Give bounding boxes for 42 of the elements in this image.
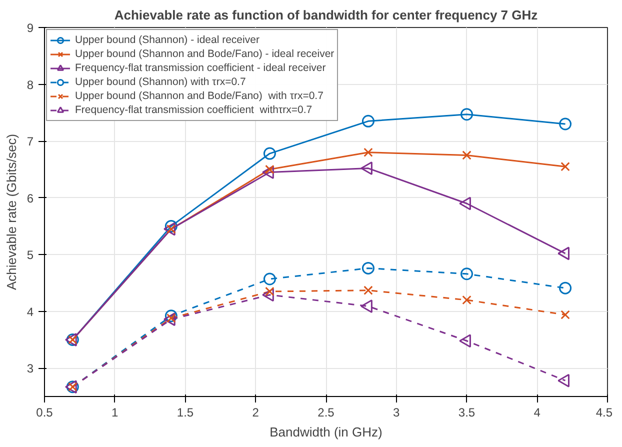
x-tick-label: 4.5 bbox=[596, 406, 613, 420]
y-tick-label: 3 bbox=[26, 362, 34, 376]
point bbox=[265, 286, 274, 296]
point bbox=[559, 282, 572, 294]
point bbox=[263, 147, 276, 160]
point bbox=[460, 268, 473, 280]
point bbox=[164, 310, 178, 322]
x-tick-label: 3.5 bbox=[458, 406, 476, 420]
point bbox=[362, 262, 374, 274]
point bbox=[462, 295, 472, 305]
x-tick-label: 4 bbox=[534, 406, 541, 420]
x-tick-label: 0.5 bbox=[36, 406, 54, 420]
point bbox=[364, 148, 373, 158]
legend-label: Upper bound (Shannon and Bode/Fano) - ideal receiver bbox=[75, 47, 334, 61]
y-tick-label: 5 bbox=[26, 248, 34, 262]
point bbox=[462, 150, 472, 160]
x-tick-label: 2.5 bbox=[318, 406, 335, 420]
legend-label: Upper bound (Shannon) with τrx=0.7 bbox=[75, 75, 246, 89]
legend-label: Frequency-flat transmission coefficient - ideal receiver bbox=[75, 61, 326, 75]
x-tick-label: 1.5 bbox=[176, 406, 194, 420]
point bbox=[263, 272, 276, 286]
y-axis-title: Achievable rate (Gbits/sec) bbox=[4, 134, 19, 290]
point bbox=[560, 162, 570, 172]
y-tick-label: 6 bbox=[26, 191, 34, 206]
point bbox=[560, 310, 570, 320]
chart-title: Achievable rate as function of bandwidth for center frequency 7 GHz bbox=[114, 8, 538, 22]
y-tick-label: 7 bbox=[26, 134, 34, 149]
legend-label: Frequency-flat transmission coefficient withτrx=0.7 bbox=[75, 103, 312, 117]
y-tick-label: 9 bbox=[26, 21, 34, 35]
point bbox=[460, 108, 473, 121]
point bbox=[559, 118, 572, 130]
y-tick-label: 8 bbox=[26, 78, 34, 92]
x-tick-label: 1 bbox=[112, 406, 119, 420]
y-tick-label: 4 bbox=[26, 304, 34, 319]
legend-label: Upper bound (Shannon and Bode/Fano) with τrx=0.7 bbox=[75, 89, 324, 103]
point bbox=[364, 286, 373, 295]
point bbox=[164, 220, 178, 232]
x-tick-label: 3 bbox=[393, 406, 400, 420]
point bbox=[362, 114, 374, 128]
legend-label: Upper bound (Shannon) - ideal receiver bbox=[75, 33, 260, 47]
x-axis-title: Bandwidth (in GHz) bbox=[270, 424, 382, 440]
x-tick-label: 2 bbox=[252, 406, 260, 420]
